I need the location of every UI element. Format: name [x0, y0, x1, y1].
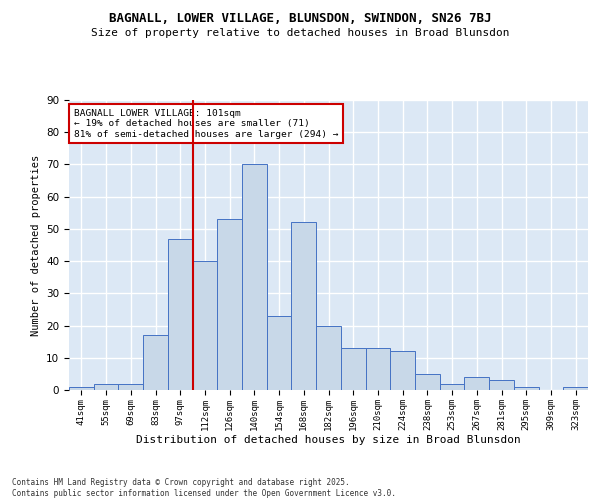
Bar	[514, 387, 539, 390]
Bar	[440, 384, 464, 390]
Bar	[365, 348, 390, 390]
Bar	[563, 387, 588, 390]
Bar	[489, 380, 514, 390]
Bar	[69, 387, 94, 390]
Bar	[316, 326, 341, 390]
Text: BAGNALL, LOWER VILLAGE, BLUNSDON, SWINDON, SN26 7BJ: BAGNALL, LOWER VILLAGE, BLUNSDON, SWINDO…	[109, 12, 491, 26]
Bar	[143, 335, 168, 390]
Bar	[415, 374, 440, 390]
Text: Size of property relative to detached houses in Broad Blunsdon: Size of property relative to detached ho…	[91, 28, 509, 38]
Bar	[341, 348, 365, 390]
Y-axis label: Number of detached properties: Number of detached properties	[31, 154, 41, 336]
Bar	[168, 238, 193, 390]
Bar	[94, 384, 118, 390]
Bar	[390, 352, 415, 390]
X-axis label: Distribution of detached houses by size in Broad Blunsdon: Distribution of detached houses by size …	[136, 436, 521, 446]
Bar	[464, 377, 489, 390]
Bar	[217, 219, 242, 390]
Bar	[292, 222, 316, 390]
Bar	[118, 384, 143, 390]
Bar	[193, 261, 217, 390]
Text: Contains HM Land Registry data © Crown copyright and database right 2025.
Contai: Contains HM Land Registry data © Crown c…	[12, 478, 396, 498]
Bar	[242, 164, 267, 390]
Bar	[267, 316, 292, 390]
Text: BAGNALL LOWER VILLAGE: 101sqm
← 19% of detached houses are smaller (71)
81% of s: BAGNALL LOWER VILLAGE: 101sqm ← 19% of d…	[74, 108, 338, 138]
